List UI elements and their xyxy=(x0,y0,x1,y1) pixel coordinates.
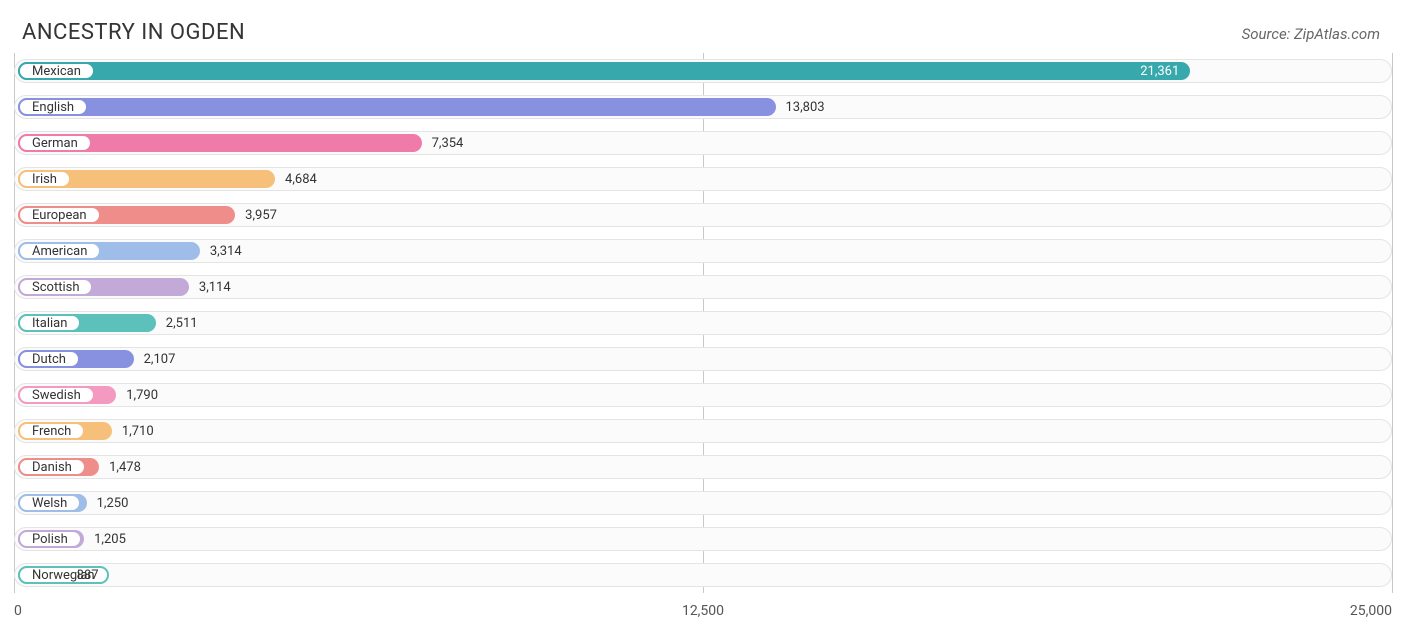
category-pill: Swedish xyxy=(18,386,95,404)
bar-value: 3,957 xyxy=(245,206,277,224)
bar-track: French 1,710 xyxy=(14,419,1392,443)
bar-value: 887 xyxy=(77,566,99,584)
category-pill: Dutch xyxy=(18,350,80,368)
bar-track: European 3,957 xyxy=(14,203,1392,227)
bar-value: 1,205 xyxy=(94,530,126,548)
bar-value: 21,361 xyxy=(1140,62,1179,80)
category-pill: Polish xyxy=(18,530,82,548)
category-pill: Scottish xyxy=(18,278,93,296)
bar-value: 1,478 xyxy=(109,458,141,476)
bar-track: Norwegian887 xyxy=(14,563,1392,587)
bar-track: Welsh 1,250 xyxy=(14,491,1392,515)
category-pill: French xyxy=(18,422,85,440)
chart-rows: Mexican 21,361 English 13,803 German 7,354 Iri… xyxy=(14,59,1392,587)
bar-value: 7,354 xyxy=(432,134,464,152)
bar-track: Polish 1,205 xyxy=(14,527,1392,551)
axis-tick: 12,500 xyxy=(682,603,724,619)
category-pill: Danish xyxy=(18,458,86,476)
bar-track: Swedish 1,790 xyxy=(14,383,1392,407)
bar-value: 2,511 xyxy=(166,314,198,332)
chart-title: ANCESTRY IN OGDEN xyxy=(22,20,245,45)
bar-track: Mexican 21,361 xyxy=(14,59,1392,83)
bar-track: Danish 1,478 xyxy=(14,455,1392,479)
category-pill: Italian xyxy=(18,314,81,332)
bar-value: 1,250 xyxy=(97,494,129,512)
category-pill: German xyxy=(18,134,92,152)
category-pill: Mexican xyxy=(18,62,95,80)
bar xyxy=(18,98,776,116)
bar-track: English 13,803 xyxy=(14,95,1392,119)
category-pill: Irish xyxy=(18,170,71,188)
bar-track: Scottish 3,114 xyxy=(14,275,1392,299)
bar-value: 3,114 xyxy=(199,278,231,296)
bar-track: German 7,354 xyxy=(14,131,1392,155)
chart-source: Source: ZipAtlas.com xyxy=(1242,25,1380,43)
chart-area: Mexican 21,361 English 13,803 German 7,354 Iri… xyxy=(0,53,1406,587)
gridline xyxy=(1392,53,1393,593)
x-axis: 0 12,500 25,000 xyxy=(14,599,1392,627)
bar-value: 1,710 xyxy=(122,422,154,440)
bar-track: Irish 4,684 xyxy=(14,167,1392,191)
category-pill: European xyxy=(18,206,101,224)
bar-value: 1,790 xyxy=(126,386,158,404)
bar-track: Italian 2,511 xyxy=(14,311,1392,335)
chart-header: ANCESTRY IN OGDEN Source: ZipAtlas.com xyxy=(0,0,1406,53)
bar-value: 2,107 xyxy=(144,350,176,368)
category-pill: American xyxy=(18,242,101,260)
axis-tick: 25,000 xyxy=(1350,603,1392,619)
bar xyxy=(18,62,1190,80)
bar-track: American 3,314 xyxy=(14,239,1392,263)
category-pill: English xyxy=(18,98,88,116)
axis-tick: 0 xyxy=(14,603,22,619)
category-pill: Welsh xyxy=(18,494,81,512)
bar-value: 4,684 xyxy=(285,170,317,188)
bar-track: Dutch 2,107 xyxy=(14,347,1392,371)
bar-value: 13,803 xyxy=(786,98,825,116)
bar-value: 3,314 xyxy=(210,242,242,260)
